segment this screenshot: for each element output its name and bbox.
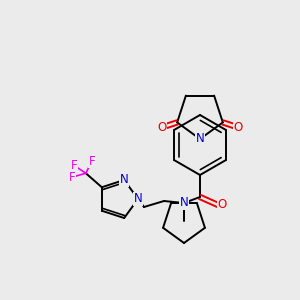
Text: O: O bbox=[218, 199, 226, 212]
Text: F: F bbox=[88, 155, 95, 168]
Text: O: O bbox=[233, 121, 243, 134]
Text: N: N bbox=[180, 196, 188, 209]
Text: F: F bbox=[70, 159, 77, 172]
Text: N: N bbox=[134, 193, 142, 206]
Text: N: N bbox=[120, 173, 129, 187]
Text: O: O bbox=[157, 121, 167, 134]
Text: F: F bbox=[68, 171, 75, 184]
Text: N: N bbox=[196, 133, 204, 146]
